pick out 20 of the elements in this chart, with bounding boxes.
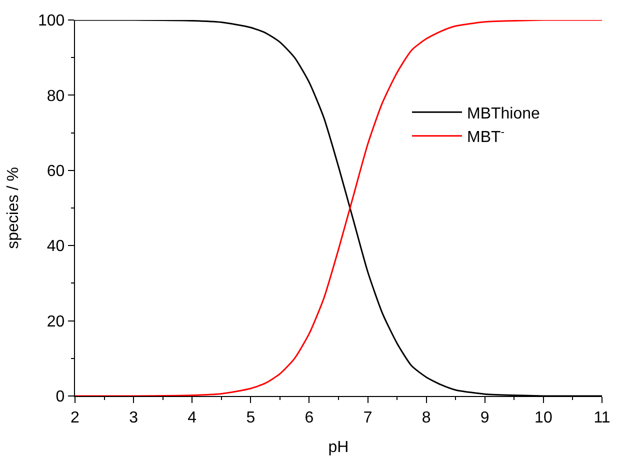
legend-label: MBT$^{-}$ bbox=[467, 126, 505, 146]
y-axis-title: species / % bbox=[4, 167, 22, 249]
y-tick-label: 0 bbox=[56, 388, 65, 406]
y-tick-label: 40 bbox=[46, 238, 65, 256]
y-tick-label: 60 bbox=[46, 163, 65, 180]
x-axis-title: pH bbox=[328, 439, 349, 456]
y-tick-label: 100 bbox=[38, 12, 65, 30]
x-tick-label: 3 bbox=[129, 409, 138, 426]
x-tick-label: 11 bbox=[594, 409, 610, 426]
x-tick-label: 2 bbox=[70, 409, 80, 426]
x-tick-label: 7 bbox=[363, 409, 372, 426]
x-tick-label: 10 bbox=[534, 409, 552, 426]
x-tick-label: 9 bbox=[480, 409, 490, 426]
y-tick-label: 80 bbox=[46, 88, 65, 105]
y-tick-label: 20 bbox=[46, 313, 65, 330]
x-tick-label: 4 bbox=[188, 409, 197, 426]
legend-label: MBThione bbox=[467, 105, 540, 122]
x-tick-label: 8 bbox=[422, 409, 431, 426]
x-tick-label: 5 bbox=[246, 409, 256, 426]
x-tick-label: 6 bbox=[304, 409, 314, 426]
